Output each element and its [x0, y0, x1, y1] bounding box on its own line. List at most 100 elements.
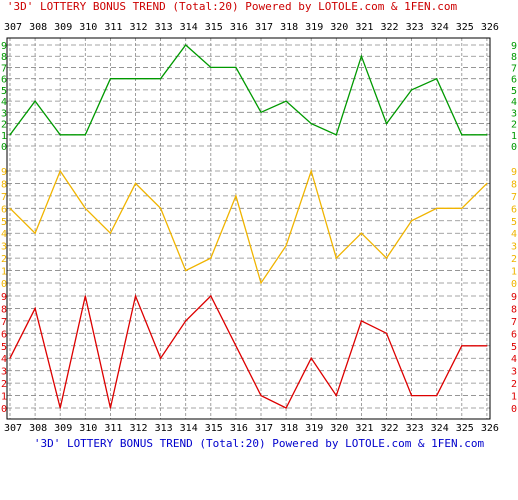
digit-label-left: 5 — [1, 86, 7, 97]
digit-label-right: 3 — [511, 367, 517, 378]
data-point — [335, 257, 337, 259]
digit-label-left: 9 — [1, 41, 7, 52]
data-point — [9, 357, 11, 359]
x-tick-label-top: 319 — [305, 22, 323, 33]
data-point — [411, 220, 413, 222]
data-point — [59, 134, 61, 136]
x-tick-label-bottom: 319 — [305, 423, 323, 434]
x-tick-label-top: 309 — [54, 22, 72, 33]
x-tick-label-bottom: 318 — [280, 423, 298, 434]
data-point — [486, 134, 488, 136]
digit-label-left: 3 — [1, 108, 7, 119]
digit-label-right: 8 — [511, 52, 517, 63]
data-point — [360, 55, 362, 57]
data-point — [210, 257, 212, 259]
data-point — [210, 66, 212, 68]
digit-label-right: 4 — [511, 354, 517, 365]
digit-label-right: 7 — [511, 63, 517, 74]
x-tick-label-bottom: 314 — [180, 423, 198, 434]
x-tick-label-bottom: 311 — [104, 423, 122, 434]
digit-label-right: 9 — [511, 41, 517, 52]
chart-title-top: '3D' LOTTERY BONUS TREND (Total:20) Powe… — [7, 0, 458, 13]
data-point — [310, 123, 312, 125]
x-tick-label-bottom: 322 — [380, 423, 398, 434]
data-point — [109, 78, 111, 80]
digit-label-right: 1 — [511, 267, 517, 278]
digit-label-right: 8 — [511, 304, 517, 315]
x-tick-label-top: 322 — [380, 22, 398, 33]
data-point — [134, 182, 137, 184]
data-point — [436, 207, 438, 209]
digit-label-left: 2 — [1, 254, 7, 265]
digit-label-left: 5 — [1, 217, 7, 228]
data-point — [285, 407, 287, 409]
data-point — [210, 295, 212, 297]
series-line-2 — [9, 293, 487, 409]
x-tick-label-bottom: 326 — [481, 423, 499, 434]
digit-label-left: 9 — [1, 292, 7, 303]
x-tick-label-top: 312 — [129, 22, 147, 33]
data-point — [84, 207, 86, 209]
x-tick-label-bottom: 312 — [129, 423, 147, 434]
data-point — [310, 170, 312, 172]
digit-label-right: 3 — [511, 242, 517, 253]
data-point — [59, 170, 61, 172]
plot-frame — [6, 37, 491, 420]
digit-label-right: 5 — [511, 86, 517, 97]
x-tick-label-top: 321 — [355, 22, 373, 33]
digit-label-right: 2 — [511, 254, 517, 265]
digit-label-right: 1 — [511, 392, 517, 403]
digit-label-left: 2 — [1, 120, 7, 131]
digit-label-left: 0 — [1, 404, 7, 415]
x-tick-label-bottom: 316 — [230, 423, 248, 434]
digit-label-left: 8 — [1, 52, 7, 63]
digit-label-left: 4 — [1, 229, 7, 240]
data-point — [436, 78, 438, 80]
digit-label-left: 6 — [1, 204, 7, 215]
series-line-0 — [9, 44, 487, 136]
digit-label-right: 6 — [511, 329, 517, 340]
x-tick-label-top: 325 — [456, 22, 474, 33]
data-point — [235, 66, 237, 68]
x-tick-label-bottom: 323 — [406, 423, 424, 434]
digit-label-left: 1 — [1, 131, 7, 142]
x-tick-label-top: 311 — [104, 22, 122, 33]
data-point — [160, 207, 162, 209]
series-line-1 — [9, 168, 488, 285]
x-tick-label-top: 308 — [29, 22, 47, 33]
digit-label-left: 4 — [1, 354, 7, 365]
digit-label-right: 2 — [511, 379, 517, 390]
digit-label-left: 2 — [1, 379, 7, 390]
data-point — [486, 182, 488, 184]
x-tick-label-top: 314 — [180, 22, 198, 33]
data-point — [59, 407, 61, 409]
digit-label-right: 0 — [511, 404, 517, 415]
digit-label-right: 8 — [511, 179, 517, 190]
x-tick-label-top: 320 — [330, 22, 348, 33]
x-tick-label-bottom: 313 — [155, 423, 173, 434]
data-point — [385, 332, 388, 334]
x-tick-label-bottom: 320 — [330, 423, 348, 434]
data-point — [109, 407, 111, 409]
data-point — [34, 232, 36, 234]
digit-label-right: 0 — [511, 279, 517, 290]
x-tick-label-top: 316 — [230, 22, 248, 33]
data-point — [235, 195, 237, 197]
data-point — [34, 307, 36, 309]
digit-label-left: 1 — [1, 392, 7, 403]
x-tick-label-bottom: 321 — [355, 423, 373, 434]
x-tick-label-top: 324 — [431, 22, 449, 33]
x-tick-label-bottom: 324 — [431, 423, 449, 434]
chart-title-bottom: '3D' LOTTERY BONUS TREND (Total:20) Powe… — [34, 437, 485, 450]
data-point — [34, 100, 36, 102]
digit-label-right: 9 — [511, 167, 517, 178]
digit-label-right: 7 — [511, 192, 517, 203]
digit-label-left: 0 — [1, 142, 7, 153]
data-point — [285, 100, 287, 102]
x-tick-label-bottom: 310 — [79, 423, 97, 434]
data-point — [285, 245, 287, 247]
x-tick-label-top: 323 — [406, 22, 424, 33]
data-point — [185, 44, 187, 46]
data-point — [260, 395, 262, 397]
